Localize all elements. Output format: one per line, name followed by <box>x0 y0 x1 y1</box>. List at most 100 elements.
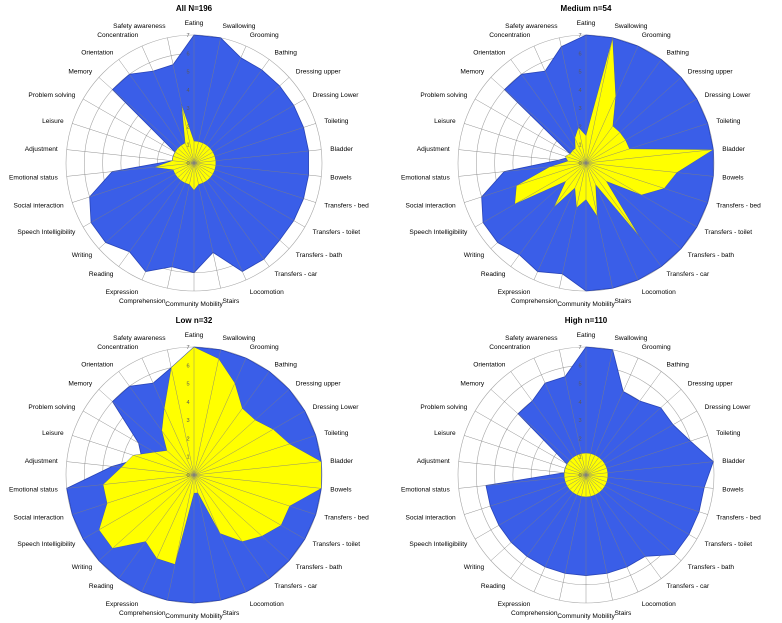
spoke-line <box>98 77 195 164</box>
axis-category-label: Locomotion <box>250 601 284 608</box>
axis-category-label: Transfers - car <box>275 583 318 590</box>
spoke-line <box>193 45 247 164</box>
axis-category-label: Transfers - bath <box>688 252 735 259</box>
axis-category-label: Community Mobility <box>165 301 223 308</box>
radial-tick-label: 2 <box>186 124 189 130</box>
spoke-line <box>83 410 195 476</box>
spoke-line <box>585 461 714 476</box>
spoke-line <box>167 37 195 164</box>
chart-title: Low n=32 <box>176 316 213 325</box>
axis-category-label: Locomotion <box>642 289 676 296</box>
axis-category-label: Bathing <box>667 50 690 57</box>
spoke-line <box>193 474 316 515</box>
radial-tick-label: 3 <box>578 418 581 424</box>
axis-category-label: Concentration <box>489 32 530 39</box>
axis-category-label: Emotional status <box>401 175 450 182</box>
spoke-line <box>193 162 316 203</box>
axis-category-label: Concentration <box>97 32 138 39</box>
spoke-line <box>490 162 587 249</box>
spoke-line <box>559 349 587 476</box>
spoke-line <box>585 474 639 593</box>
spoke-line <box>559 162 587 289</box>
axis-category-label: Writing <box>72 252 93 259</box>
spoke-line <box>585 149 714 164</box>
axis-category-label: Toileting <box>324 118 349 125</box>
spoke-line <box>193 474 221 601</box>
axis-category-label: Bladder <box>722 146 746 153</box>
radar-panel: High n=110 0 1 2 3 4 5 6 7 Eating Swallowing Groomi… <box>392 312 782 622</box>
axis-category-label: Transfers - bed <box>716 203 761 210</box>
axis-category-label: Speech Intelligibility <box>17 229 76 236</box>
chart-title: All N=196 <box>176 4 213 13</box>
axis-category-label: Adjustment <box>417 458 450 465</box>
axis-category-label: Grooming <box>642 32 671 39</box>
axis-category-label: Eating <box>577 20 596 27</box>
radar-svg: High n=110 0 1 2 3 4 5 6 7 Eating Swallowing Groomi… <box>401 316 761 620</box>
spoke-line <box>193 162 290 249</box>
axis-category-label: Transfers - car <box>667 271 710 278</box>
axis-category-label: Grooming <box>250 32 279 39</box>
radial-tick-label: 6 <box>186 51 189 57</box>
axis-category-label: Orientation <box>473 50 506 57</box>
spoke-line <box>98 389 195 476</box>
axis-category-label: Bowels <box>330 175 352 182</box>
radial-tick-label: 7 <box>578 33 581 39</box>
axis-category-label: Writing <box>464 564 485 571</box>
axis-category-label: Eating <box>185 332 204 339</box>
axis-category-label: Problem solving <box>28 92 75 99</box>
axis-category-label: Safety awareness <box>113 335 166 342</box>
spoke-line <box>83 98 195 164</box>
radial-tick-label: 2 <box>578 124 581 130</box>
spoke-line <box>66 461 195 476</box>
axis-category-label: Reading <box>89 271 114 278</box>
radial-tick-label: 0 <box>578 161 581 167</box>
axis-category-label: Orientation <box>81 362 114 369</box>
axis-category-label: Reading <box>89 583 114 590</box>
axis-category-label: Comprehension <box>119 298 166 305</box>
spoke-line <box>510 59 587 164</box>
spoke-line <box>510 371 587 476</box>
spoke-line <box>72 474 195 515</box>
spoke-line <box>585 37 613 164</box>
axis-category-label: Transfers - toilet <box>705 229 753 236</box>
axis-category-label: Transfers - toilet <box>313 541 361 548</box>
radial-tick-label: 7 <box>186 345 189 351</box>
spoke-line <box>193 162 247 281</box>
spoke-line <box>118 162 195 267</box>
axis-category-label: Transfers - car <box>667 583 710 590</box>
spoke-line <box>193 162 270 267</box>
axis-category-label: Expression <box>106 601 139 608</box>
radial-tick-label: 6 <box>186 363 189 369</box>
axis-category-label: Writing <box>464 252 485 259</box>
spoke-line <box>490 474 587 561</box>
axis-category-label: Community Mobility <box>557 613 615 620</box>
spoke-line <box>585 474 697 540</box>
axis-category-label: Expression <box>106 289 139 296</box>
axis-category-label: Social interaction <box>405 515 456 522</box>
axis-category-label: Stairs <box>222 298 240 305</box>
radial-tick-label: 0 <box>186 161 189 167</box>
spokes <box>458 347 714 603</box>
spoke-line <box>167 349 195 476</box>
radial-tick-label: 4 <box>578 88 581 94</box>
axis-category-label: Stairs <box>614 610 632 617</box>
axis-category-label: Bowels <box>722 175 744 182</box>
spoke-line <box>585 474 613 601</box>
spoke-line <box>458 461 587 476</box>
spoke-line <box>585 474 662 579</box>
axis-category-label: Dressing upper <box>296 69 342 76</box>
axis-category-label: Reading <box>481 583 506 590</box>
radial-tick-label: 6 <box>578 51 581 57</box>
axis-category-label: Bladder <box>722 458 746 465</box>
spoke-line <box>66 149 195 164</box>
axis-category-label: Memory <box>460 381 485 388</box>
spoke-line <box>193 162 322 177</box>
axis-category-label: Comprehension <box>511 610 558 617</box>
spoke-line <box>464 162 587 203</box>
spoke-line <box>193 77 290 164</box>
spoke-line <box>458 149 587 164</box>
spoke-line <box>559 37 587 164</box>
axis-category-label: Toileting <box>716 118 741 125</box>
spoke-line <box>464 435 587 476</box>
axis-category-label: Problem solving <box>420 92 467 99</box>
